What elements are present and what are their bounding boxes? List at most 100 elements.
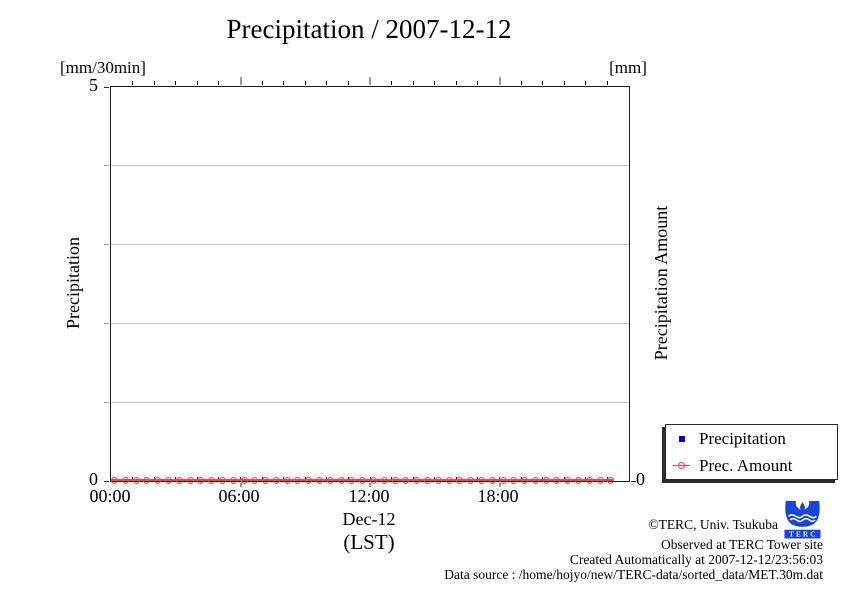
- legend-item-prec-amount: Prec. Amount: [666, 452, 837, 479]
- data-point-circle: [262, 477, 270, 484]
- x-axis-major-tick: [498, 77, 501, 85]
- data-point-circle: [272, 477, 280, 484]
- x-axis-tick-label-0600: 06:00: [218, 486, 260, 506]
- gridline: [111, 401, 629, 403]
- y-axis-tick: [631, 480, 636, 482]
- data-point-circle: [283, 477, 291, 484]
- data-point-circle: [510, 477, 518, 484]
- left-axis-tick-label-5: 5: [89, 75, 98, 95]
- data-point-circle: [445, 477, 453, 484]
- data-point-circle: [197, 477, 205, 484]
- terc-logo: TERC: [784, 501, 821, 539]
- x-axis-minor-tick: [520, 81, 522, 85]
- y-axis-tick: [104, 165, 109, 167]
- x-axis-major-tick: [369, 483, 371, 487]
- data-point-circle: [585, 477, 593, 484]
- data-point-circle: [521, 477, 529, 484]
- data-point-circle: [154, 477, 162, 484]
- x-axis-tick-label-0000: 00:00: [89, 486, 131, 506]
- data-point-circle: [359, 477, 367, 484]
- gridline: [111, 165, 629, 167]
- left-axis-unit: [mm/30min]: [60, 58, 146, 77]
- copyright-text: ©TERC, Univ. Tsukuba: [648, 517, 778, 532]
- x-axis-minor-tick: [585, 81, 587, 85]
- y-axis-tick: [104, 244, 109, 246]
- x-axis-minor-tick: [283, 81, 285, 85]
- x-axis-date-label: Dec-12: [342, 509, 396, 529]
- data-source-path-text: Data source : /home/hojyo/new/TERC-data/…: [444, 567, 823, 582]
- data-point-circle: [477, 477, 485, 484]
- left-axis-tick-label-0: 0: [89, 469, 98, 489]
- right-axis-tick-label-0: 0: [636, 469, 645, 489]
- data-point-circle: [564, 477, 572, 484]
- data-point-circle: [434, 477, 442, 484]
- data-point-circle: [175, 477, 183, 484]
- x-axis-minor-tick: [326, 81, 328, 85]
- data-point-circle: [488, 477, 496, 484]
- x-axis-minor-tick: [606, 81, 608, 85]
- prec-amount-circle-marker-icon: [671, 457, 695, 475]
- observed-site-text: Observed at TERC Tower site: [660, 537, 823, 552]
- data-point-circle: [240, 477, 248, 484]
- data-point-circle: [229, 477, 237, 484]
- chart-title: Precipitation / 2007-12-12: [226, 14, 512, 44]
- x-axis-minor-tick: [542, 81, 544, 85]
- data-point-circle: [413, 477, 421, 484]
- gridline: [111, 322, 629, 324]
- data-point-circle: [596, 477, 604, 484]
- data-point-circle: [143, 477, 151, 484]
- data-point-circle: [380, 477, 388, 484]
- x-axis-minor-tick: [347, 81, 349, 85]
- y-axis-tick: [104, 401, 109, 403]
- x-axis-minor-tick: [261, 81, 263, 85]
- legend-label-prec-amount: Prec. Amount: [699, 455, 793, 475]
- wave-line-icon: [788, 514, 817, 519]
- right-axis-title: Precipitation Amount: [651, 205, 671, 361]
- data-point-circle: [553, 477, 561, 484]
- data-point-circle: [542, 477, 550, 484]
- gridline: [111, 244, 629, 246]
- data-point-circle: [294, 477, 302, 484]
- y-axis-tick: [104, 86, 109, 88]
- data-point-circle: [467, 477, 475, 484]
- data-point-circle: [121, 477, 129, 484]
- terc-logo-letters: TERC: [789, 532, 817, 539]
- x-axis-minor-tick: [196, 81, 198, 85]
- data-point-circle: [499, 477, 507, 484]
- x-axis-major-tick: [498, 483, 501, 487]
- data-point-circle: [305, 477, 313, 484]
- x-axis-minor-tick: [391, 81, 393, 85]
- data-point-circle: [164, 477, 172, 484]
- x-axis-minor-tick: [132, 81, 134, 85]
- legend-box: Precipitation Prec. Amount: [665, 424, 838, 480]
- x-axis-tick-label-1800: 18:00: [477, 486, 519, 506]
- right-axis-unit: [mm]: [609, 58, 647, 77]
- data-point-circle: [111, 477, 118, 484]
- left-axis-title: Precipitation: [63, 237, 83, 329]
- data-point-circle: [456, 477, 464, 484]
- x-axis-minor-tick: [153, 81, 155, 85]
- x-axis-timezone-label: (LST): [343, 530, 395, 554]
- data-point-circle: [402, 477, 410, 484]
- y-axis-tick: [104, 480, 109, 482]
- wave-line-icon: [789, 517, 816, 523]
- data-point-circle: [337, 477, 345, 484]
- data-point-circle: [218, 477, 226, 484]
- data-point-circle: [186, 477, 194, 484]
- plot-area: [104, 77, 636, 487]
- created-timestamp-text: Created Automatically at 2007-12-12/23:5…: [569, 552, 823, 567]
- x-axis-major-tick: [239, 483, 242, 487]
- data-point-circle: [607, 477, 615, 484]
- x-axis-minor-tick: [434, 81, 436, 85]
- x-axis-minor-tick: [455, 81, 457, 85]
- terc-logo-bar: [784, 529, 821, 539]
- data-point-circle: [370, 477, 377, 484]
- x-axis-tick-label-1200: 12:00: [348, 486, 390, 506]
- data-point-circle: [326, 477, 334, 484]
- x-axis-major-tick: [239, 77, 242, 85]
- x-axis-minor-tick: [563, 81, 565, 85]
- data-point-circle: [423, 477, 431, 484]
- data-point-circle: [208, 477, 216, 484]
- data-point-circle: [132, 477, 140, 484]
